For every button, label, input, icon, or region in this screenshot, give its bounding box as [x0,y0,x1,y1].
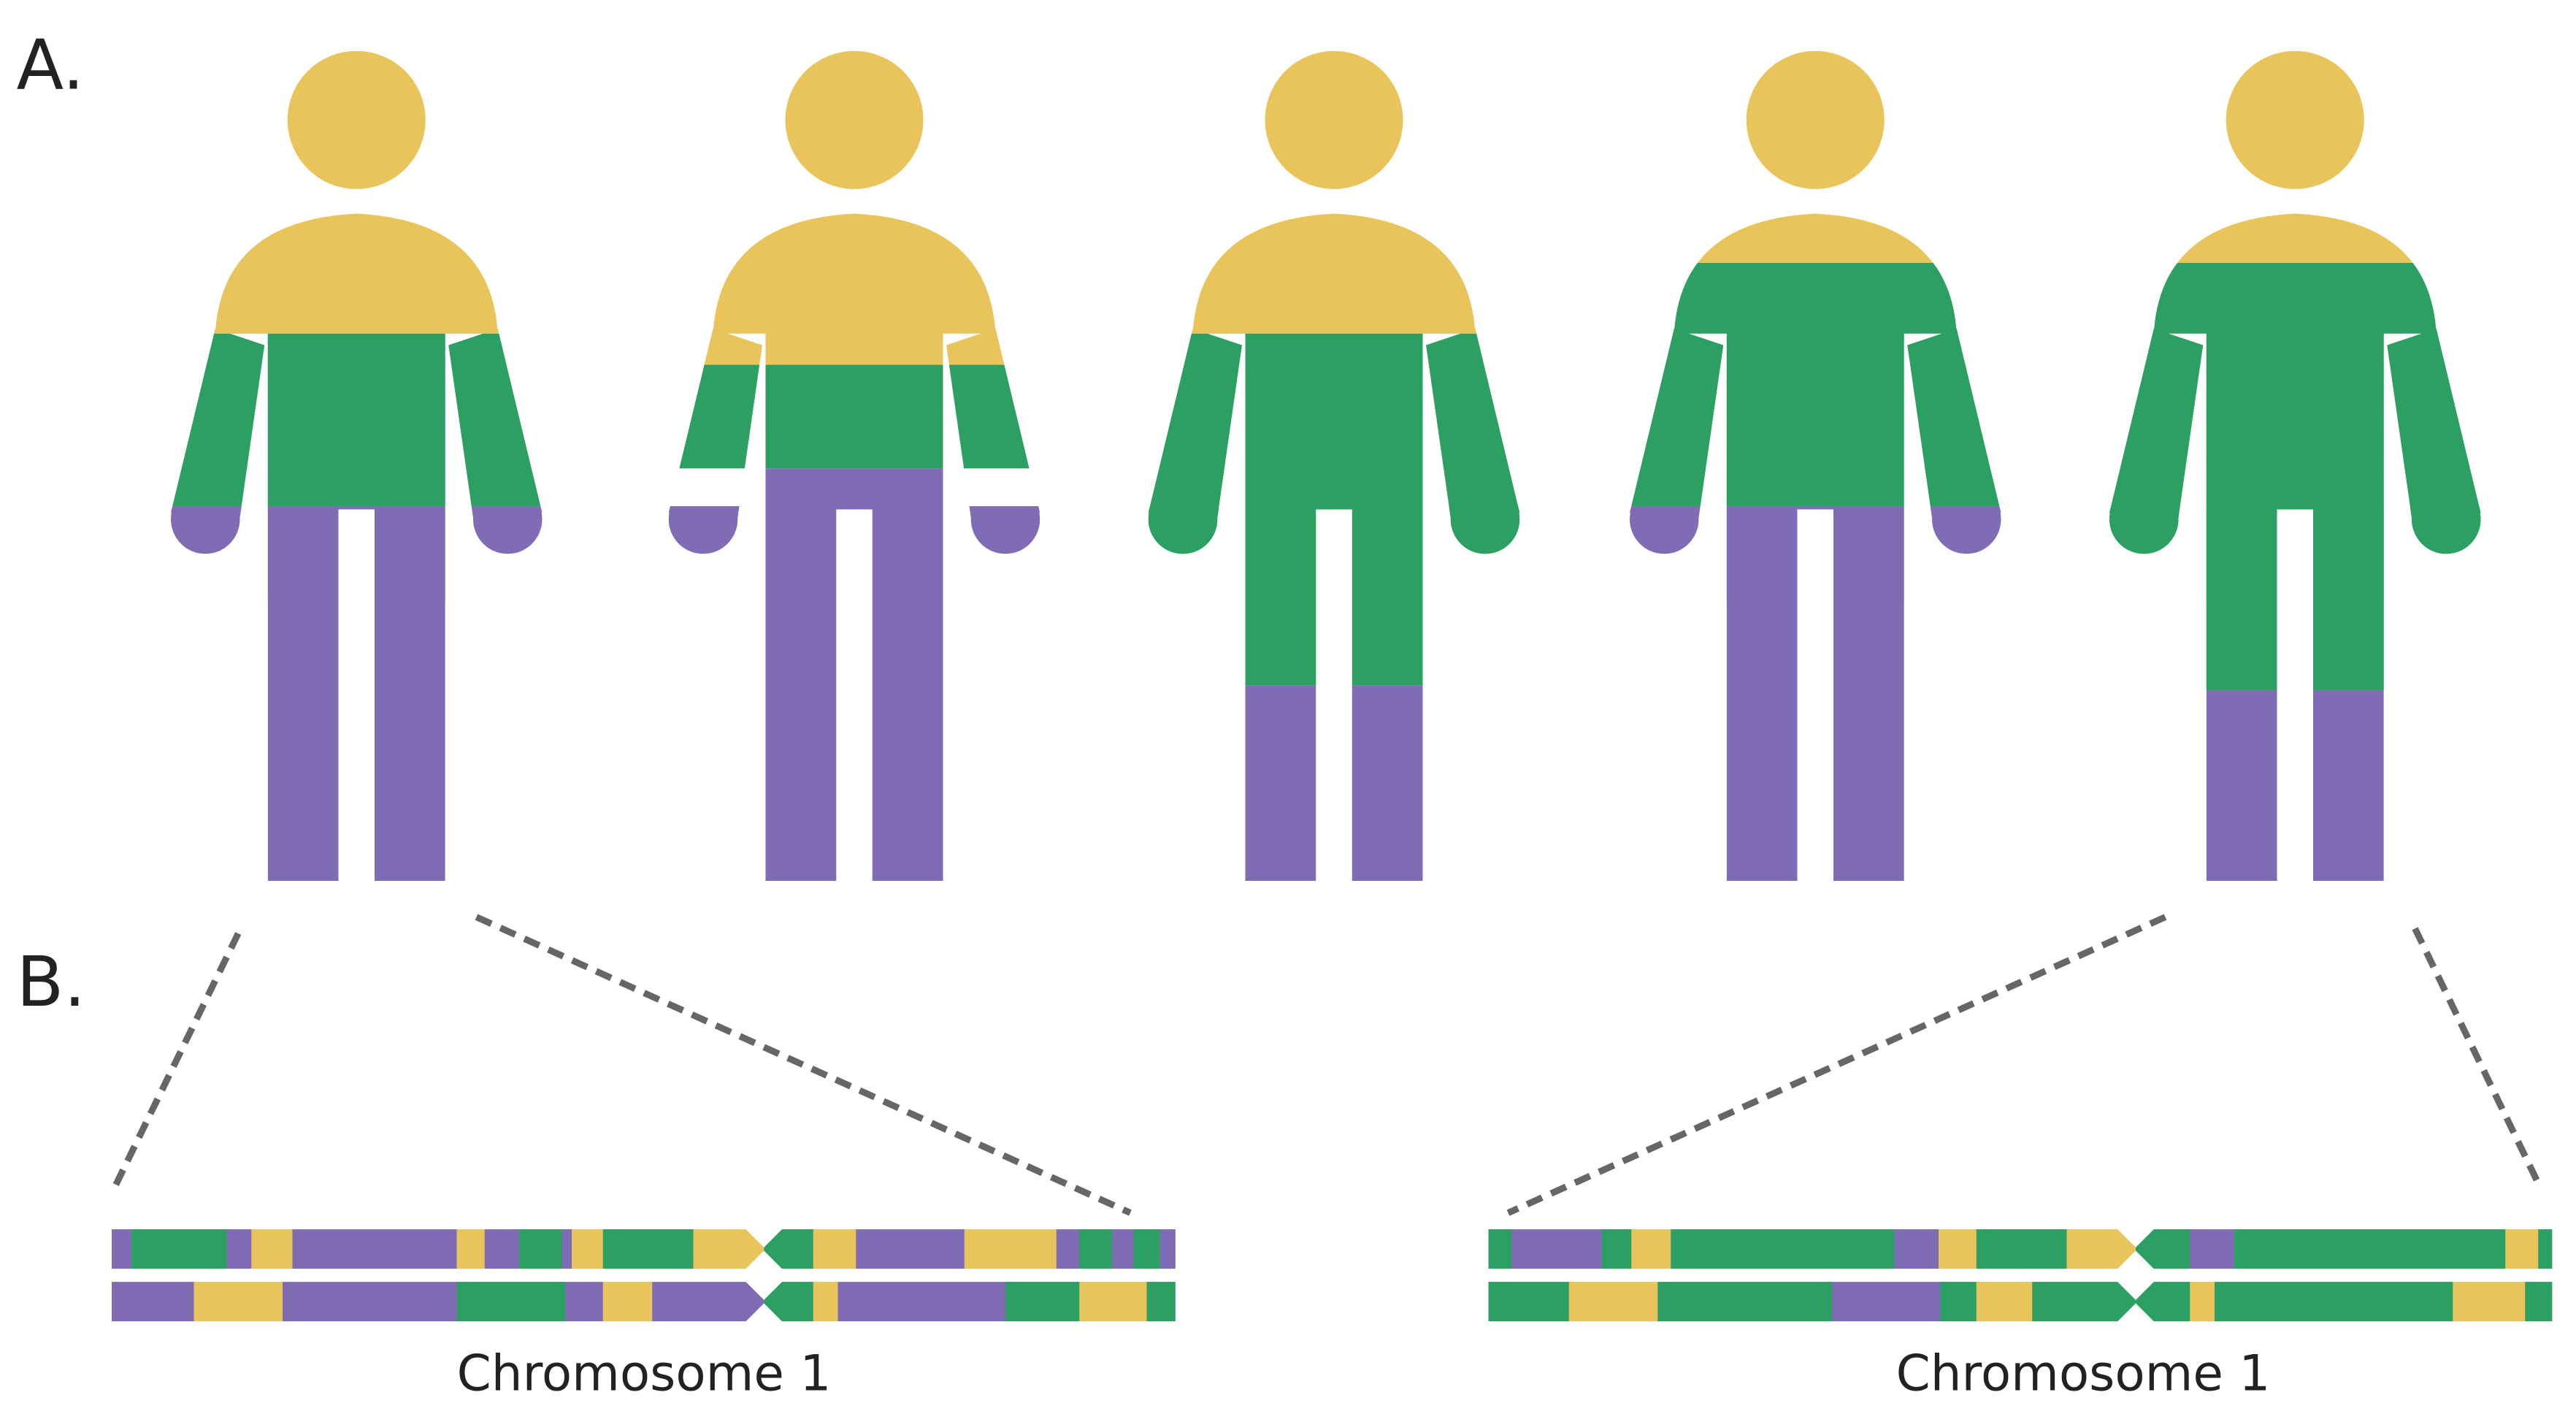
segment [1671,1229,1895,1269]
segment [292,1229,458,1269]
segment [565,1282,604,1322]
segment [283,1282,458,1322]
dashed-line [2412,927,2542,1185]
segment [602,1282,653,1322]
segment [1939,1229,1977,1269]
band [1630,263,2001,507]
segment [484,1229,521,1269]
segment [2538,1229,2553,1269]
segment [652,1282,765,1322]
segment [1056,1229,1081,1269]
segment [1511,1229,1603,1269]
segment [813,1229,857,1269]
segment [1568,1282,1659,1322]
segment [561,1229,573,1269]
zoom-lines [112,914,2542,1216]
dashed-line [1506,914,2167,1216]
band [668,364,1040,469]
segment [1488,1282,1570,1322]
segment [1831,1282,1941,1322]
segment [1133,1229,1161,1269]
segment [1894,1229,1940,1269]
panel-label: A. [17,26,85,106]
segment [2234,1229,2507,1269]
segment [837,1282,1007,1322]
segment [1079,1282,1148,1322]
segment [1079,1229,1113,1269]
centromere-notch [744,1280,784,1300]
segment [1488,1229,1513,1269]
segment [813,1282,839,1322]
segment [1976,1229,2068,1269]
segment [1005,1282,1081,1322]
segment [251,1229,294,1269]
segment [226,1229,253,1269]
centromere-notch [2116,1303,2155,1323]
segment [2215,1282,2454,1322]
panel-label: B. [17,942,86,1023]
centromere-notch [2116,1227,2155,1247]
centromere-notch [744,1227,784,1247]
segment [193,1282,284,1322]
segment [964,1229,1057,1269]
segment [1940,1282,1977,1322]
segment [572,1229,604,1269]
segment [1146,1282,1176,1322]
centromere-notch [2116,1280,2155,1300]
segment [1976,1282,2033,1322]
segment [2505,1229,2539,1269]
chromatid [112,1227,1176,1271]
segment [456,1282,567,1322]
segment [2190,1282,2216,1322]
segment [1112,1229,1135,1269]
centromere-notch [2116,1250,2155,1271]
segment [112,1229,133,1269]
segment [2453,1282,2526,1322]
band [171,333,543,507]
segment [456,1229,486,1269]
segment [1601,1229,1633,1269]
segment [1159,1229,1176,1269]
segment [112,1282,195,1322]
segment [131,1229,228,1269]
chromatid [112,1280,1176,1323]
chromatid [1488,1227,2553,1271]
dashed-line [475,914,1132,1216]
segment [2032,1282,2137,1322]
chromatid [1488,1280,2553,1323]
segment [1631,1229,1672,1269]
segment [519,1229,563,1269]
chromosomes [112,1227,2553,1323]
dashed-line [112,932,242,1188]
segment [2190,1229,2236,1269]
segment [602,1229,694,1269]
centromere-notch [744,1250,784,1271]
segment [2525,1282,2553,1322]
centromere-notch [744,1303,784,1323]
chromosome-label: Chromosome 1 [457,1345,832,1402]
segment [856,1229,965,1269]
chromosome-label: Chromosome 1 [1896,1345,2271,1402]
segment [1657,1282,1833,1322]
